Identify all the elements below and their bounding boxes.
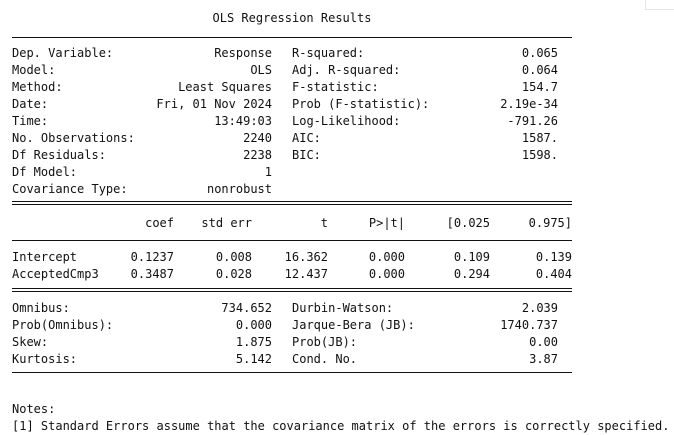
- coef-cell: 0.294: [453, 267, 490, 281]
- summary-row: Time: 13:49:03 Log-Likelihood: -791.26: [12, 113, 572, 130]
- diagnostics-label: Prob(Omnibus):: [12, 318, 114, 332]
- diagnostics-stat-value: 2.039: [521, 301, 558, 315]
- table-row: AcceptedCmp3 0.3487 0.028 12.437 0.000 0.294 0…: [12, 266, 572, 283]
- summary-stat-label: Prob (F-statistic):: [292, 97, 430, 111]
- diagnostics-stat-value: 1740.737: [500, 318, 558, 332]
- summary-stat-value: 0.065: [521, 46, 558, 60]
- summary-label: Dep. Variable:: [12, 46, 114, 60]
- coef-header-cell: [0.025: [446, 216, 490, 230]
- coef-header-cell: 0.975]: [528, 216, 572, 230]
- diagnostics-row: Omnibus: 734.652 Durbin-Watson: 2.039: [12, 300, 572, 317]
- section-rule-4: [12, 291, 572, 292]
- summary-stat-label: Log-Likelihood:: [292, 114, 401, 128]
- diagnostics-label: Omnibus:: [12, 301, 70, 315]
- notes-text: [1] Standard Errors assume that the cova…: [12, 419, 670, 433]
- table-row: Intercept 0.1237 0.008 16.362 0.000 0.109 0.13…: [12, 249, 572, 266]
- diagnostics-row: Kurtosis: 5.142 Cond. No. 3.87: [12, 351, 572, 368]
- summary-stat-label: AIC:: [292, 131, 321, 145]
- coef-cell: 0.008: [215, 250, 252, 264]
- notes-title: Notes:: [12, 402, 56, 416]
- summary-label: Df Model:: [12, 165, 78, 179]
- summary-label: Df Residuals:: [12, 148, 106, 162]
- coef-header-cell: t: [320, 216, 328, 230]
- diagnostics-stat-label: Durbin-Watson:: [292, 301, 394, 315]
- diagnostics-row: Skew: 1.875 Prob(JB): 0.00: [12, 334, 572, 351]
- top-rule: [12, 37, 572, 38]
- bottom-rule: [12, 372, 572, 373]
- section-rule-3: [12, 288, 572, 289]
- summary-label: Date:: [12, 97, 49, 111]
- summary-row: Covariance Type: nonrobust: [12, 181, 572, 198]
- summary-label: Time:: [12, 114, 49, 128]
- section-rule-2: [12, 204, 572, 205]
- coef-cell: 0.028: [215, 267, 252, 281]
- summary-stat-value: 1587.: [521, 131, 558, 145]
- summary-stat-label: Adj. R-squared:: [292, 63, 401, 77]
- diagnostics-stat-value: 3.87: [529, 352, 558, 366]
- diagnostics-stat-value: 0.00: [529, 335, 558, 349]
- coef-cell: 0.109: [453, 250, 490, 264]
- summary-value: nonrobust: [206, 182, 272, 196]
- coef-header-cell: P>|t|: [368, 216, 405, 230]
- diagnostics-value: 1.875: [235, 335, 272, 349]
- summary-value: Response: [214, 46, 272, 60]
- summary-row: No. Observations: 2240 AIC: 1587.: [12, 130, 572, 147]
- summary-row: Dep. Variable: Response R-squared: 0.065: [12, 45, 572, 62]
- diagnostics-stat-label: Prob(JB):: [292, 335, 358, 349]
- coef-cell: 0.1237: [130, 250, 174, 264]
- coef-cell: 0.000: [368, 250, 405, 264]
- summary-row: Df Residuals: 2238 BIC: 1598.: [12, 147, 572, 164]
- coef-cell: 16.362: [284, 250, 328, 264]
- summary-stat-label: F-statistic:: [292, 80, 379, 94]
- coef-cell: 12.437: [284, 267, 328, 281]
- summary-stat-value: 0.064: [521, 63, 558, 77]
- diagnostics-row: Prob(Omnibus): 0.000 Jarque-Bera (JB): 1740…: [12, 317, 572, 334]
- summary-value: 2240: [243, 131, 272, 145]
- summary-label: Covariance Type:: [12, 182, 128, 196]
- corner-decoration: [645, 0, 674, 10]
- diagnostics-label: Kurtosis:: [12, 352, 78, 366]
- summary-value: OLS: [250, 63, 272, 77]
- summary-row: Method: Least Squares F-statistic: 154.7: [12, 79, 572, 96]
- diagnostics-stat-label: Jarque-Bera (JB):: [292, 318, 415, 332]
- summary-row: Model: OLS Adj. R-squared: 0.064: [12, 62, 572, 79]
- coef-header-rule: [12, 240, 572, 241]
- summary-label: No. Observations:: [12, 131, 135, 145]
- summary-stat-value: 1598.: [521, 148, 558, 162]
- summary-stat-label: BIC:: [292, 148, 321, 162]
- diagnostics-value: 5.142: [235, 352, 272, 366]
- summary-stat-value: -791.26: [507, 114, 558, 128]
- summary-value: Fri, 01 Nov 2024: [156, 97, 272, 111]
- coef-header-cell: coef: [145, 216, 174, 230]
- coef-cell: 0.000: [368, 267, 405, 281]
- coef-term-name: Intercept: [12, 250, 78, 264]
- section-rule-1: [12, 201, 572, 202]
- summary-value: Least Squares: [178, 80, 272, 94]
- coef-cell: 0.3487: [130, 267, 174, 281]
- summary-label: Method:: [12, 80, 63, 94]
- summary-stat-value: 154.7: [521, 80, 558, 94]
- summary-row: Date: Fri, 01 Nov 2024 Prob (F-statistic):…: [12, 96, 572, 113]
- coef-term-name: AcceptedCmp3: [12, 267, 99, 281]
- diagnostics-stat-label: Cond. No.: [292, 352, 358, 366]
- summary-value: 2238: [243, 148, 272, 162]
- page-title: OLS Regression Results: [212, 11, 372, 25]
- summary-value: 1: [264, 165, 272, 179]
- diagnostics-value: 0.000: [235, 318, 272, 332]
- summary-stat-value: 2.19e-34: [500, 97, 558, 111]
- summary-label: Model:: [12, 63, 56, 77]
- coef-header-line: coef std err t P>|t| [0.025 0.975]: [12, 215, 572, 232]
- diagnostics-label: Skew:: [12, 335, 49, 349]
- coef-cell: 0.139: [535, 250, 572, 264]
- coef-header-cell: std err: [201, 216, 252, 230]
- diagnostics-value: 734.652: [221, 301, 272, 315]
- coef-cell: 0.404: [535, 267, 572, 281]
- summary-stat-label: R-squared:: [292, 46, 365, 60]
- summary-value: 13:49:03: [214, 114, 272, 128]
- summary-row: Df Model: 1: [12, 164, 572, 181]
